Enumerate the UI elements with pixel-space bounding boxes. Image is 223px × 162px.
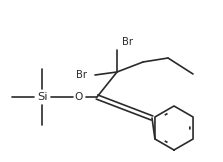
Text: Si: Si [37,92,47,102]
Text: Br: Br [76,70,87,80]
Text: O: O [75,92,83,102]
Text: Br: Br [122,37,133,47]
